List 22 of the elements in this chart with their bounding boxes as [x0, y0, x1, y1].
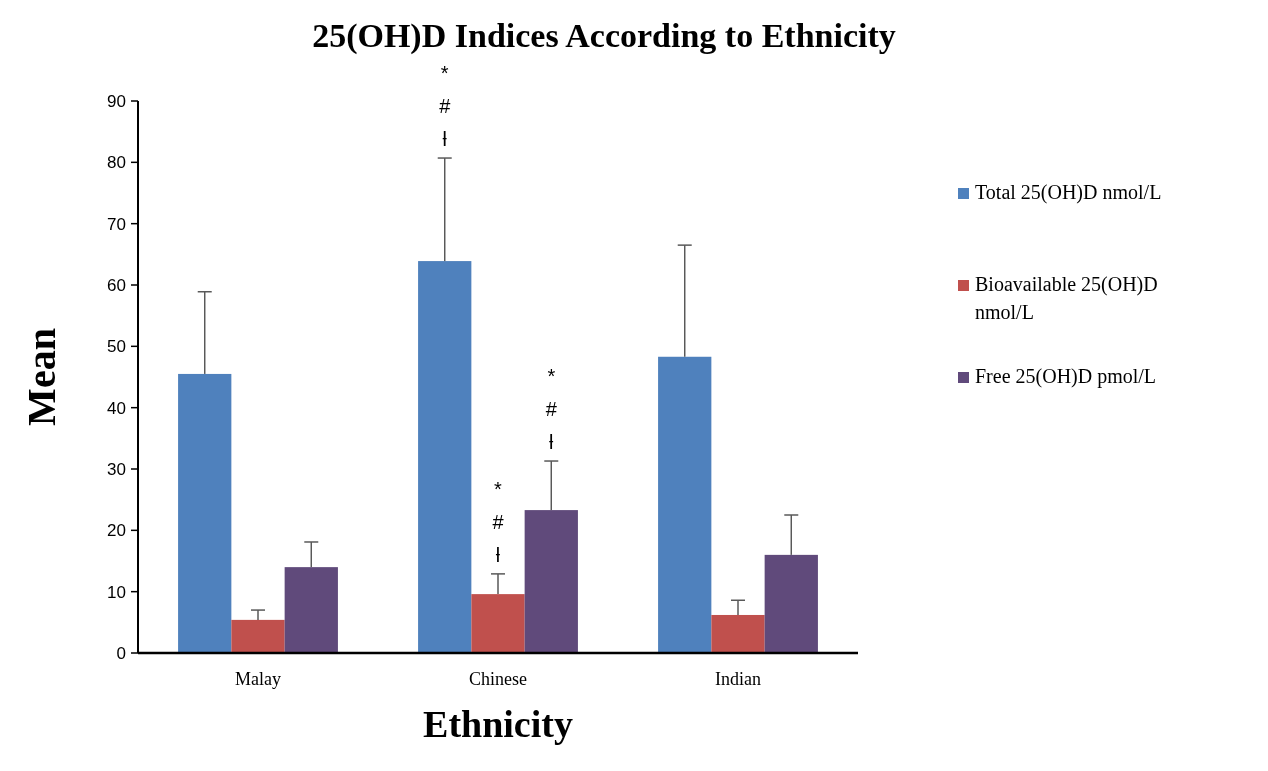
y-tick-label: 70	[107, 214, 126, 234]
annotation: * # ƚ	[439, 62, 452, 151]
x-tick-label: Malay	[235, 669, 281, 689]
legend-label: Total 25(OH)D nmol/L	[975, 181, 1162, 204]
legend-label: Free 25(OH)D pmol/L	[975, 365, 1157, 388]
chart-title: 25(OH)D Indices According to Ethnicity	[312, 17, 896, 55]
y-tick-label: 10	[107, 582, 126, 602]
y-axis-title: Mean	[19, 328, 64, 426]
y-tick-label: 30	[107, 459, 126, 479]
y-tick-label: 80	[107, 153, 126, 173]
annotation: * # ƚ	[492, 477, 505, 566]
y-tick-label: 50	[107, 337, 126, 357]
x-axis-title: Ethnicity	[423, 703, 573, 745]
y-tick-label: 90	[107, 91, 126, 111]
y-tick-label: 20	[107, 521, 126, 541]
x-tick-label: Chinese	[469, 669, 527, 689]
x-tick-label: Indian	[715, 669, 761, 689]
y-tick-label: 40	[107, 398, 126, 418]
y-tick-label: 60	[107, 275, 126, 295]
legend-label: Bioavailable 25(OH)D nmol/L	[975, 273, 1158, 323]
annotation: * # ƚ	[545, 365, 558, 454]
y-tick-label: 0	[116, 643, 126, 663]
